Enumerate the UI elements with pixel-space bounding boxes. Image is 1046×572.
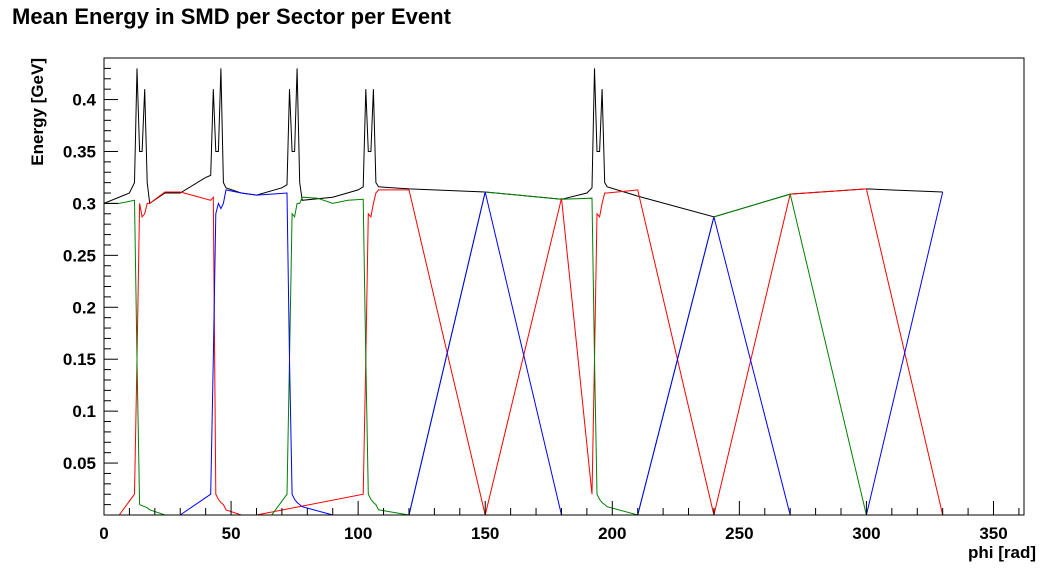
chart-title: Mean Energy in SMD per Sector per Event: [12, 4, 452, 29]
series-line-3: [179, 189, 944, 516]
series-line-2: [104, 191, 867, 516]
y-tick-label: 0.4: [72, 91, 96, 110]
x-tick-label: 100: [344, 524, 372, 543]
x-tick-label: 50: [222, 524, 241, 543]
x-tick-label: 0: [99, 524, 108, 543]
plot-frame: [103, 57, 1025, 516]
y-tick-label: 0.25: [63, 246, 96, 265]
x-tick-label: 200: [598, 524, 626, 543]
x-tick-label: 300: [852, 524, 880, 543]
y-tick-label: 0.35: [63, 142, 96, 161]
y-tick-label: 0.2: [72, 298, 96, 317]
series-line-1: [118, 188, 944, 516]
x-tick-label: 150: [471, 524, 499, 543]
y-tick-label: 0.15: [63, 350, 96, 369]
x-axis-label: phi [rad]: [968, 543, 1036, 562]
y-tick-label: 0.1: [72, 402, 96, 421]
series-line-0: [103, 68, 943, 218]
x-tick-label: 250: [725, 524, 753, 543]
y-tick-label: 0.3: [72, 194, 96, 213]
series-layer: [103, 68, 944, 516]
x-tick-label: 350: [979, 524, 1007, 543]
y-tick-label: 0.05: [63, 454, 96, 473]
ticks-layer: 0 50 100 150 200 250 300 350 0.05 0.1 0.15 0.2 0.25 0…: [63, 57, 1020, 543]
y-axis-label: Energy [GeV]: [28, 58, 47, 166]
